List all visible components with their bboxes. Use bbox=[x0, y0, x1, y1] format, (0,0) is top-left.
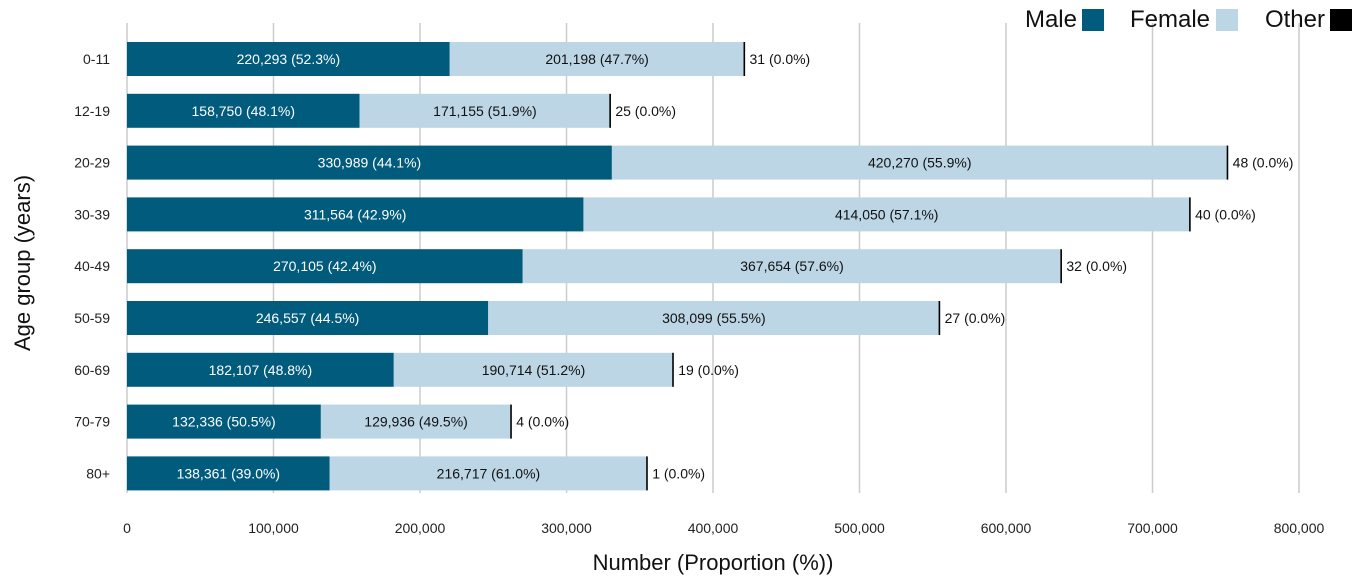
y-tick-label: 80+ bbox=[86, 465, 110, 481]
bar-label-other: 32 (0.0%) bbox=[1066, 258, 1127, 274]
bar-male bbox=[127, 93, 360, 128]
y-axis-ticks: 0-11 12-19 20-29 30-39 40-49 50-59 60-69 70-79 8… bbox=[74, 51, 110, 481]
bar-label-female: 420,270 (55.9%) bbox=[868, 155, 972, 171]
legend-swatch-other bbox=[1330, 9, 1352, 31]
bar-label-female: 308,099 (55.5%) bbox=[662, 310, 766, 326]
y-tick-label: 0-11 bbox=[83, 51, 110, 67]
bar-label-female: 171,155 (51.9%) bbox=[433, 103, 537, 119]
bar-label-female: 190,714 (51.2%) bbox=[482, 362, 586, 378]
bar-female bbox=[359, 93, 611, 128]
x-tick-label: 800,000 bbox=[1274, 520, 1325, 536]
bar-female bbox=[522, 249, 1062, 284]
bar-male bbox=[127, 42, 450, 76]
bar-other bbox=[1189, 197, 1191, 232]
bar-other bbox=[672, 352, 674, 387]
bar-label-male: 246,557 (44.5%) bbox=[256, 310, 360, 326]
x-tick-label: 100,000 bbox=[248, 520, 299, 536]
y-tick-label: 50-59 bbox=[74, 310, 110, 326]
bar-male bbox=[127, 145, 612, 180]
bar-label-other: 1 (0.0%) bbox=[652, 465, 705, 481]
bar-other bbox=[1060, 249, 1062, 284]
x-tick-label: 700,000 bbox=[1127, 520, 1178, 536]
bar-male bbox=[127, 404, 321, 439]
bar-other bbox=[1226, 145, 1229, 180]
bar-male bbox=[127, 249, 523, 284]
bar-female bbox=[329, 456, 648, 491]
bar-label-male: 330,989 (44.1%) bbox=[318, 155, 422, 171]
bar-other bbox=[743, 42, 746, 76]
bar-label-male: 270,105 (42.4%) bbox=[273, 258, 377, 274]
bar-other bbox=[510, 404, 512, 439]
y-tick-label: 30-39 bbox=[74, 206, 110, 222]
bar-female bbox=[583, 197, 1191, 232]
legend: Male Female Other bbox=[1025, 6, 1352, 33]
bar-label-female: 129,936 (49.5%) bbox=[364, 414, 468, 430]
legend-label-female: Female bbox=[1130, 6, 1210, 33]
x-tick-label: 400,000 bbox=[688, 520, 739, 536]
bar-female bbox=[449, 42, 745, 76]
bar-label-other: 31 (0.0%) bbox=[750, 51, 811, 67]
bar-label-male: 138,361 (39.0%) bbox=[177, 465, 281, 481]
bar-other bbox=[938, 301, 941, 335]
y-axis-title: Age group (years) bbox=[10, 175, 35, 351]
bar-female bbox=[611, 145, 1228, 180]
bar-label-male: 158,750 (48.1%) bbox=[192, 103, 296, 119]
x-tick-label: 200,000 bbox=[395, 520, 446, 536]
y-tick-label: 60-69 bbox=[74, 362, 110, 378]
legend-swatch-male bbox=[1082, 9, 1104, 31]
bar-label-other: 27 (0.0%) bbox=[945, 310, 1006, 326]
legend-label-male: Male bbox=[1025, 6, 1077, 33]
legend-label-other: Other bbox=[1265, 6, 1325, 33]
y-tick-label: 20-29 bbox=[74, 155, 110, 171]
bar-label-other: 4 (0.0%) bbox=[516, 414, 569, 430]
bar-male bbox=[127, 197, 584, 232]
x-tick-label: 500,000 bbox=[834, 520, 885, 536]
bar-label-male: 182,107 (48.8%) bbox=[209, 362, 313, 378]
bar-female bbox=[393, 352, 674, 387]
x-tick-label: 600,000 bbox=[981, 520, 1032, 536]
bar-label-other: 25 (0.0%) bbox=[615, 103, 676, 119]
bars: 220,293 (52.3%) 201,198 (47.7%) 31 (0.0%) 1… bbox=[127, 42, 1294, 491]
bar-male bbox=[127, 352, 394, 387]
bar-female bbox=[488, 301, 940, 335]
bar-other bbox=[609, 93, 611, 128]
x-axis-title: Number (Proportion (%)) bbox=[593, 550, 834, 575]
x-tick-label: 300,000 bbox=[541, 520, 592, 536]
bar-label-female: 201,198 (47.7%) bbox=[545, 51, 649, 67]
bar-label-female: 414,050 (57.1%) bbox=[835, 206, 939, 222]
bar-label-male: 132,336 (50.5%) bbox=[172, 414, 276, 430]
x-axis-ticks: 0 100,000 200,000 300,000 400,000 500,000 600,… bbox=[123, 520, 1324, 536]
x-tick-label: 0 bbox=[123, 520, 131, 536]
bar-label-female: 216,717 (61.0%) bbox=[437, 465, 541, 481]
bar-label-male: 220,293 (52.3%) bbox=[237, 51, 341, 67]
y-tick-label: 40-49 bbox=[74, 258, 110, 274]
bar-female bbox=[320, 404, 512, 439]
bar-label-other: 40 (0.0%) bbox=[1195, 206, 1256, 222]
bar-label-other: 48 (0.0%) bbox=[1233, 155, 1294, 171]
bar-label-female: 367,654 (57.6%) bbox=[740, 258, 844, 274]
legend-swatch-female bbox=[1216, 9, 1238, 31]
bar-male bbox=[127, 456, 330, 491]
bar-other bbox=[646, 456, 648, 491]
bar-male bbox=[127, 301, 489, 335]
bar-label-other: 19 (0.0%) bbox=[678, 362, 739, 378]
bar-label-male: 311,564 (42.9%) bbox=[304, 206, 406, 222]
y-tick-label: 12-19 bbox=[74, 103, 110, 119]
y-tick-label: 70-79 bbox=[74, 414, 110, 430]
